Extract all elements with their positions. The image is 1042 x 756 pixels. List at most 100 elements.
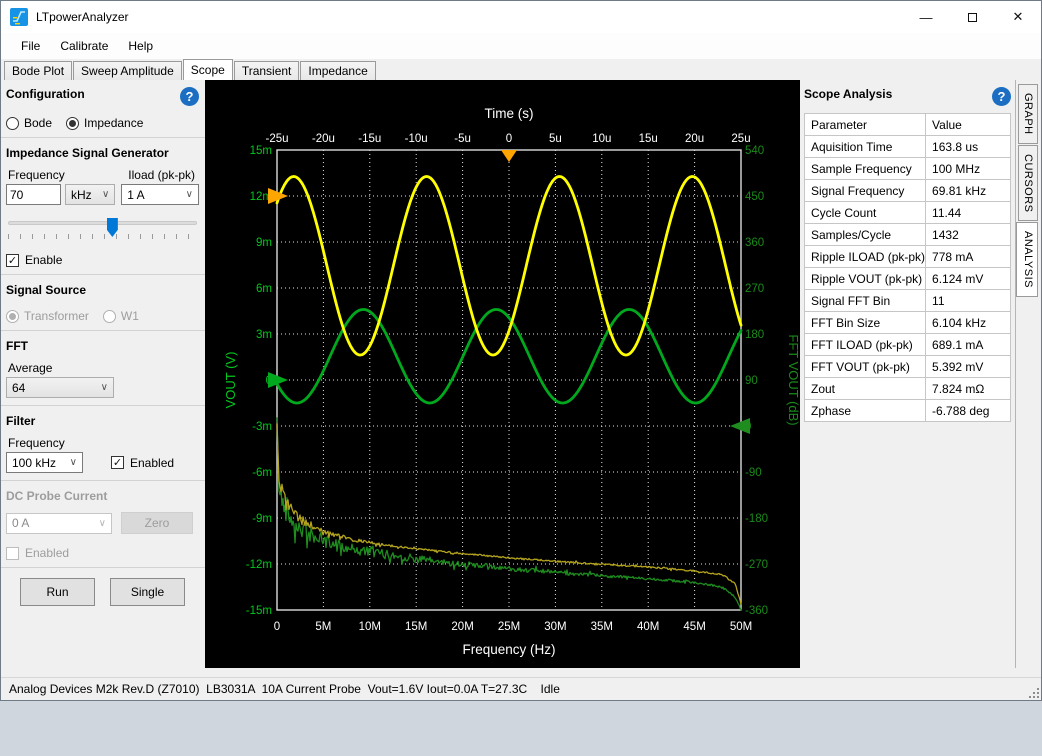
- table-row[interactable]: FFT ILOAD (pk-pk) 689.1 mA: [803, 333, 1011, 356]
- dc-probe-enabled-checkbox: [6, 546, 19, 560]
- generator-title: Impedance Signal Generator: [6, 146, 169, 160]
- table-row[interactable]: Sample Frequency 100 MHz: [803, 157, 1011, 180]
- value-cell: 163.8 us: [925, 135, 1011, 158]
- tab-impedance[interactable]: Impedance: [300, 61, 376, 80]
- fft-average-value: 64: [12, 380, 26, 395]
- value-cell: 689.1 mA: [925, 333, 1011, 356]
- svg-text:50M: 50M: [730, 621, 752, 633]
- single-button[interactable]: Single: [110, 578, 185, 606]
- window-title: LTpowerAnalyzer: [36, 10, 129, 24]
- scope-chart: Time (s) Frequency (Hz) VOUT (V) FFT VOUT (…: [205, 80, 801, 668]
- scope-plot[interactable]: Time (s) Frequency (Hz) VOUT (V) FFT VOUT (…: [205, 80, 801, 668]
- frequency-slider[interactable]: [8, 218, 197, 239]
- maximize-button[interactable]: [949, 1, 995, 33]
- slider-handle[interactable]: [106, 218, 118, 237]
- divider: [1, 330, 205, 331]
- svg-text:15m: 15m: [250, 145, 272, 157]
- tab-bode-plot[interactable]: Bode Plot: [4, 61, 73, 80]
- value-cell: 11: [925, 289, 1011, 312]
- fft-ref-marker[interactable]: [730, 418, 750, 434]
- value-cell: 69.81 kHz: [925, 179, 1011, 202]
- menu-file[interactable]: File: [21, 39, 41, 53]
- svg-text:-90: -90: [745, 467, 762, 479]
- svg-text:-12m: -12m: [246, 559, 272, 571]
- iload-select[interactable]: 1 A ∨: [121, 184, 199, 205]
- svg-text:15u: 15u: [639, 133, 658, 145]
- table-row[interactable]: Signal Frequency 69.81 kHz: [803, 179, 1011, 202]
- enable-checkbox[interactable]: ✓: [6, 253, 19, 267]
- frequency-label: Frequency: [8, 168, 65, 182]
- radio-w1: [102, 309, 116, 323]
- svg-text:540: 540: [745, 145, 764, 157]
- svg-text:270: 270: [745, 283, 764, 295]
- filter-frequency-label: Frequency: [8, 436, 65, 450]
- table-row[interactable]: Ripple ILOAD (pk-pk) 778 mA: [803, 245, 1011, 268]
- svg-text:25M: 25M: [498, 621, 520, 633]
- svg-text:20u: 20u: [685, 133, 704, 145]
- value-cell: 11.44: [925, 201, 1011, 224]
- table-row[interactable]: Zphase -6.788 deg: [803, 399, 1011, 422]
- help-icon[interactable]: ?: [992, 87, 1011, 106]
- side-tab-analysis[interactable]: ANALYSIS: [1016, 222, 1038, 298]
- tab-transient[interactable]: Transient: [233, 61, 300, 80]
- filter-frequency-select[interactable]: 100 kHz ∨: [6, 452, 83, 473]
- value-cell: 6.104 kHz: [925, 311, 1011, 334]
- iload-label: Iload (pk-pk): [128, 168, 195, 182]
- title-bar: LTpowerAnalyzer — ✕: [1, 1, 1041, 33]
- param-cell: Ripple ILOAD (pk-pk): [803, 245, 927, 268]
- table-row[interactable]: Zout 7.824 mΩ: [803, 377, 1011, 400]
- radio-bode[interactable]: [6, 116, 19, 130]
- table-header-row: Parameter Value: [803, 113, 1011, 136]
- svg-text:15M: 15M: [405, 621, 427, 633]
- table-row[interactable]: FFT VOUT (pk-pk) 5.392 mV: [803, 355, 1011, 378]
- menu-calibrate[interactable]: Calibrate: [60, 39, 109, 53]
- iload-ref-marker[interactable]: [268, 188, 288, 204]
- filter-title: Filter: [6, 414, 36, 428]
- side-tab-cursors[interactable]: CURSORS: [1018, 144, 1038, 222]
- table-row[interactable]: FFT Bin Size 6.104 kHz: [803, 311, 1011, 334]
- param-cell: Zphase: [803, 399, 927, 422]
- vout-ref-marker[interactable]: [268, 372, 288, 388]
- fft-average-select[interactable]: 64 ∨: [6, 377, 114, 398]
- svg-text:180: 180: [745, 329, 764, 341]
- frequency-unit-value: kHz: [71, 187, 92, 202]
- svg-text:-9m: -9m: [252, 513, 272, 525]
- slider-track[interactable]: [8, 218, 197, 237]
- table-row[interactable]: Aquisition Time 163.8 us: [803, 135, 1011, 158]
- value-cell: -6.788 deg: [925, 399, 1011, 422]
- radio-impedance[interactable]: [66, 116, 80, 130]
- svg-text:20M: 20M: [451, 621, 473, 633]
- svg-text:-15m: -15m: [246, 605, 272, 617]
- table-row[interactable]: Cycle Count 11.44: [803, 201, 1011, 224]
- run-button[interactable]: Run: [20, 578, 95, 606]
- resize-grip[interactable]: [1027, 686, 1039, 698]
- dc-probe-title: DC Probe Current: [6, 489, 108, 503]
- table-row[interactable]: Ripple VOUT (pk-pk) 6.124 mV: [803, 267, 1011, 290]
- frequency-unit-select[interactable]: kHz ∨: [65, 184, 116, 205]
- value-cell: 100 MHz: [925, 157, 1011, 180]
- svg-text:450: 450: [745, 191, 764, 203]
- menu-help[interactable]: Help: [128, 39, 154, 53]
- trigger-marker[interactable]: [501, 150, 517, 162]
- close-button[interactable]: ✕: [1012, 9, 1024, 24]
- svg-text:9m: 9m: [256, 237, 272, 249]
- frequency-input[interactable]: [6, 184, 61, 205]
- side-tab-graph[interactable]: GRAPH: [1018, 84, 1038, 144]
- status-text: Analog Devices M2k Rev.D (Z7010) LB3031A…: [9, 682, 560, 696]
- svg-text:-10u: -10u: [405, 133, 428, 145]
- value-cell: 6.124 mV: [925, 267, 1011, 290]
- svg-text:35M: 35M: [591, 621, 613, 633]
- minimize-button[interactable]: —: [919, 9, 933, 25]
- dc-probe-value: 0 A: [12, 516, 30, 530]
- help-icon[interactable]: ?: [180, 87, 199, 106]
- app-icon: [10, 8, 28, 26]
- radio-label-w1: W1: [120, 309, 139, 323]
- table-row[interactable]: Signal FFT Bin 11: [803, 289, 1011, 312]
- table-row[interactable]: Samples/Cycle 1432: [803, 223, 1011, 246]
- svg-text:45M: 45M: [683, 621, 705, 633]
- tab-scope[interactable]: Scope: [182, 59, 233, 80]
- maximize-icon: [967, 12, 977, 22]
- filter-enabled-label: Enabled: [130, 455, 175, 470]
- tab-sweep-amplitude[interactable]: Sweep Amplitude: [73, 61, 182, 80]
- filter-enabled-checkbox[interactable]: ✓: [111, 456, 124, 469]
